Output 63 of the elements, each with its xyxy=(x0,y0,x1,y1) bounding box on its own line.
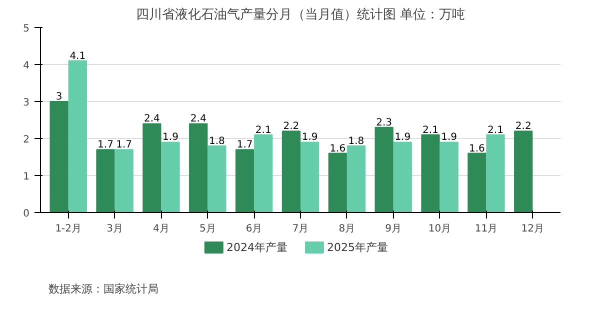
bar xyxy=(440,142,458,212)
bar xyxy=(68,60,87,212)
bar xyxy=(96,149,115,212)
y-tick-label: 4 xyxy=(23,60,30,72)
bar xyxy=(208,145,226,212)
y-tick-label: 2 xyxy=(23,134,30,146)
data-label: 1.9 xyxy=(302,132,318,144)
data-label: 2.2 xyxy=(283,121,300,132)
y-tick-label: 1 xyxy=(23,172,30,182)
source-note: 数据来源：国家统计局 xyxy=(48,282,158,296)
data-label: 4.1 xyxy=(70,50,86,62)
chart-title: 四川省液化石油气产量分月（当月值）统计图 单位：万吨 xyxy=(136,8,466,22)
x-tick-label: 7月 xyxy=(292,224,309,234)
bar xyxy=(142,123,162,212)
bar xyxy=(161,142,180,212)
bar xyxy=(50,101,68,212)
bar xyxy=(374,126,394,212)
data-label: 2.1 xyxy=(422,124,438,136)
bar xyxy=(189,123,208,212)
bar xyxy=(300,142,320,212)
data-label: 3 xyxy=(56,92,62,102)
bar xyxy=(486,134,505,212)
x-tick-label: 4月 xyxy=(153,224,170,234)
y-tick-label: 3 xyxy=(23,98,30,108)
data-label: 1.7 xyxy=(98,140,114,151)
x-tick-label: 5月 xyxy=(199,224,216,234)
bar xyxy=(114,149,134,212)
data-label: 2.1 xyxy=(255,124,272,136)
bar xyxy=(468,152,486,212)
data-label: 2.4 xyxy=(144,114,160,125)
data-label: 2.1 xyxy=(488,124,504,136)
data-label: 1.8 xyxy=(208,136,225,147)
data-label: 2.4 xyxy=(190,114,206,125)
data-label: 1.7 xyxy=(116,140,132,151)
x-tick-label: 10月 xyxy=(428,224,452,234)
x-tick-label: 3月 xyxy=(106,224,123,234)
bar xyxy=(328,152,347,212)
data-label: 1.9 xyxy=(394,132,411,144)
y-tick-label: 5 xyxy=(23,24,30,34)
x-tick-label: 6月 xyxy=(246,224,262,234)
x-tick-label: 8月 xyxy=(338,224,356,234)
legend-label: 2025年产量 xyxy=(327,241,388,254)
data-label: 1.6 xyxy=(468,143,485,154)
bar xyxy=(254,134,273,212)
bar xyxy=(235,149,254,212)
y-tick-label: 0 xyxy=(23,208,30,220)
bar xyxy=(514,130,533,212)
data-label: 2.2 xyxy=(515,121,532,132)
x-tick-label: 12月 xyxy=(521,224,544,234)
data-label: 1.7 xyxy=(236,140,253,151)
bar xyxy=(421,134,440,212)
legend-label: 2024年产量 xyxy=(226,241,288,254)
data-label: 2.3 xyxy=(376,117,392,128)
bar xyxy=(282,130,301,212)
x-tick-label: 9月 xyxy=(385,224,402,234)
data-label: 1.8 xyxy=(348,136,364,147)
data-label: 1.9 xyxy=(162,132,178,144)
x-tick-label: 1-2月 xyxy=(55,224,82,234)
bar xyxy=(346,145,366,212)
x-tick-label: 11月 xyxy=(474,224,498,234)
data-label: 1.6 xyxy=(330,143,346,154)
bar xyxy=(393,142,412,212)
data-label: 1.9 xyxy=(441,132,458,144)
